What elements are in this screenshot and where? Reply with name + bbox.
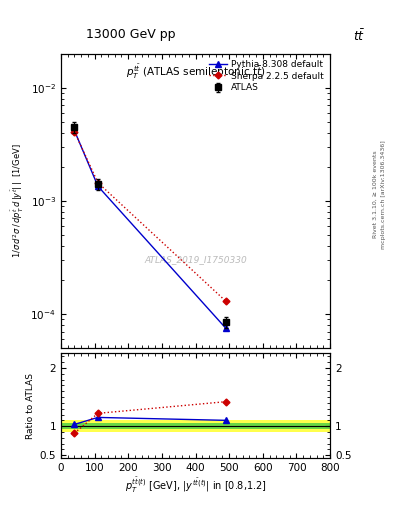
Pythia 8.308 default xyxy=(224,325,228,331)
Sherpa 2.2.5 default xyxy=(224,298,228,304)
Bar xyxy=(61,420,330,432)
Text: Rivet 3.1.10, ≥ 100k events: Rivet 3.1.10, ≥ 100k events xyxy=(373,151,378,239)
Sherpa 2.2.5 default xyxy=(72,129,77,135)
Text: $t\bar{t}$: $t\bar{t}$ xyxy=(353,28,365,44)
Line: Pythia 8.308 default: Pythia 8.308 default xyxy=(71,127,229,331)
Text: 13000 GeV pp: 13000 GeV pp xyxy=(86,28,176,41)
Sherpa 2.2.5 default xyxy=(95,180,100,186)
X-axis label: $p_T^{t\bar{t}(t)}$ [GeV], $|y^{t\bar{t}(t)}|$ in [0.8,1.2]: $p_T^{t\bar{t}(t)}$ [GeV], $|y^{t\bar{t}… xyxy=(125,476,266,495)
Text: mcplots.cern.ch [arXiv:1306.3436]: mcplots.cern.ch [arXiv:1306.3436] xyxy=(381,140,386,249)
Pythia 8.308 default xyxy=(95,183,100,189)
Legend: Pythia 8.308 default, Sherpa 2.2.5 default, ATLAS: Pythia 8.308 default, Sherpa 2.2.5 defau… xyxy=(208,58,326,94)
Line: Sherpa 2.2.5 default: Sherpa 2.2.5 default xyxy=(72,129,228,304)
Pythia 8.308 default xyxy=(72,127,77,134)
Text: $p_T^{t\bar{t}}$ (ATLAS semileptonic t$\bar{t}$): $p_T^{t\bar{t}}$ (ATLAS semileptonic t$\… xyxy=(126,62,265,81)
Text: ATLAS_2019_I1750330: ATLAS_2019_I1750330 xyxy=(144,255,247,264)
Bar xyxy=(61,423,330,429)
Y-axis label: $1/\sigma\,d^2\sigma\,/\,dp_T^{\bar{t}}\,d\,|y^{\bar{t}}|\,|$  [1/GeV]: $1/\sigma\,d^2\sigma\,/\,dp_T^{\bar{t}}\… xyxy=(10,144,26,258)
Y-axis label: Ratio to ATLAS: Ratio to ATLAS xyxy=(26,373,35,439)
